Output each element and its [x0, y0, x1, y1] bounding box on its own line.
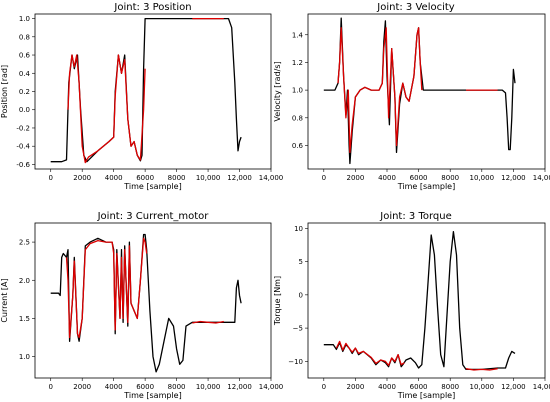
x-tick-label: 0 [322, 174, 326, 182]
axes-frame [34, 222, 272, 379]
y-tick-label: 1.0 [19, 15, 30, 23]
x-tick-label: 8000 [441, 174, 459, 182]
x-tick-label: 12,000 [501, 383, 526, 391]
x-tick-label: 6000 [410, 174, 428, 182]
x-axis-label: Time [sample] [397, 391, 455, 400]
axes-frame [307, 13, 546, 170]
x-tick-label: 6000 [410, 383, 428, 391]
y-ticks: -0.6 -0.4 -0.2 0.0 0.2 0.4 0.6 0.8 1.0 [16, 15, 35, 169]
x-tick-label: 6000 [136, 174, 154, 182]
y-tick-label: 10 [294, 225, 303, 233]
y-tick-label: 0 [299, 291, 303, 299]
y-tick-label: 5 [299, 258, 303, 266]
x-tick-label: 14,000 [533, 174, 550, 182]
x-tick-label: 12,000 [227, 383, 252, 391]
x-tick-label: 0 [48, 174, 52, 182]
x-tick-label: 0 [48, 383, 52, 391]
series-line-0 [323, 230, 516, 371]
y-tick-label: −10 [288, 358, 303, 366]
x-tick-label: 12,000 [501, 174, 526, 182]
y-tick-label: 2.0 [19, 277, 30, 285]
chart-title: Joint: 3 Current_motor [97, 211, 210, 222]
y-tick-label: 0.6 [19, 52, 31, 60]
x-tick-label: 14,000 [259, 174, 284, 182]
y-ticks: 1.0 1.5 2.0 2.5 [19, 239, 35, 361]
x-tick-label: 2000 [346, 383, 364, 391]
y-axis-label: Position [rad] [0, 65, 9, 118]
y-tick-label: 1.4 [292, 31, 304, 39]
y-tick-label: 0.6 [292, 142, 304, 150]
series-line-1 [65, 237, 148, 339]
axes-frame [307, 222, 546, 379]
plot-area [323, 230, 516, 371]
y-tick-label: 1.5 [19, 315, 30, 323]
x-tick-label: 14,000 [533, 383, 550, 391]
y-tick-label: 0.4 [19, 70, 31, 78]
y-tick-label: -0.4 [16, 143, 30, 151]
x-tick-label: 4000 [105, 174, 123, 182]
x-tick-label: 4000 [105, 383, 123, 391]
x-axis-label: Time [sample] [397, 182, 455, 191]
x-ticks: 0 2000 4000 6000 8000 10,000 12,000 14,000 [48, 378, 283, 391]
x-tick-label: 2000 [73, 383, 91, 391]
y-tick-label: −5 [293, 325, 303, 333]
y-ticks: −10 −5 0 5 10 [288, 225, 308, 366]
plot-area [50, 17, 242, 164]
series-line-2 [192, 320, 224, 324]
series-line-1 [337, 27, 423, 154]
x-tick-label: 6000 [136, 383, 154, 391]
y-tick-label: 1.0 [292, 87, 303, 95]
y-tick-label: 0.8 [19, 33, 30, 41]
x-tick-label: 4000 [378, 383, 396, 391]
y-tick-label: 0.2 [19, 88, 30, 96]
y-tick-label: 0.8 [292, 114, 303, 122]
plot-area [323, 17, 516, 165]
axes-frame [34, 13, 272, 170]
x-tick-label: 10,000 [196, 174, 221, 182]
x-tick-label: 10,000 [196, 383, 221, 391]
y-tick-label: -0.6 [16, 161, 30, 169]
y-axis-label: Torque [Nm] [273, 276, 282, 326]
y-tick-label: -0.2 [16, 124, 30, 132]
chart-title: Joint: 3 Velocity [376, 2, 455, 13]
x-tick-label: 8000 [168, 174, 186, 182]
x-tick-label: 14,000 [259, 383, 284, 391]
y-axis-label: Current [A] [0, 278, 9, 322]
x-tick-label: 2000 [73, 174, 91, 182]
x-tick-label: 4000 [378, 174, 396, 182]
subplot-current-motor: Joint: 3 Current_motor 1.0 1.5 2.0 2.5 0 200… [0, 211, 283, 400]
subplot-position: Joint: 3 Position -0.6 -0.4 -0.2 0.0 0.2 0.4 0… [0, 2, 283, 191]
y-ticks: 0.6 0.8 1.0 1.2 1.4 [292, 31, 308, 150]
x-axis-label: Time [sample] [123, 182, 181, 191]
subplot-torque: Joint: 3 Torque −10 −5 0 5 10 0 2000 4000 6000 8… [273, 211, 550, 400]
x-ticks: 0 2000 4000 6000 8000 10,000 12,000 14,000 [322, 378, 550, 391]
subplot-velocity: Joint: 3 Velocity 0.6 0.8 1.0 1.2 1.4 0 2000 4… [273, 2, 550, 191]
series-line-1 [67, 54, 146, 164]
x-tick-label: 8000 [168, 383, 186, 391]
chart-title: Joint: 3 Position [113, 2, 191, 13]
x-ticks: 0 2000 4000 6000 8000 10,000 12,000 14,000 [322, 169, 550, 182]
y-axis-label: Velocity [rad/s] [273, 61, 282, 121]
x-tick-label: 10,000 [470, 383, 495, 391]
y-tick-label: 1.2 [292, 59, 303, 67]
x-tick-label: 10,000 [470, 174, 495, 182]
y-tick-label: 0.0 [19, 106, 30, 114]
x-tick-label: 2000 [346, 174, 364, 182]
y-tick-label: 1.0 [19, 353, 30, 361]
x-axis-label: Time [sample] [123, 391, 181, 400]
series-line-2 [465, 368, 498, 371]
x-tick-label: 8000 [441, 383, 459, 391]
x-ticks: 0 2000 4000 6000 8000 10,000 12,000 14,000 [48, 169, 283, 182]
x-tick-label: 12,000 [227, 174, 252, 182]
plot-area [50, 233, 242, 373]
y-tick-label: 2.5 [19, 239, 30, 247]
series-line-0 [50, 233, 242, 373]
x-tick-label: 0 [322, 383, 326, 391]
chart-title: Joint: 3 Torque [379, 211, 452, 222]
series-line-1 [335, 340, 405, 367]
